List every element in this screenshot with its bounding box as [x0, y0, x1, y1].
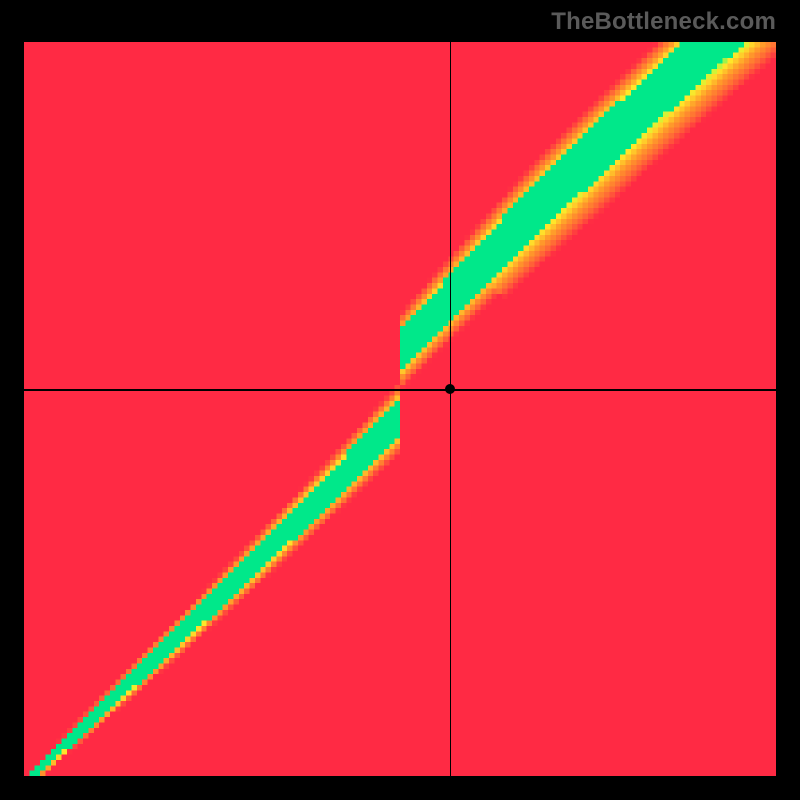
crosshair-horizontal: [24, 389, 776, 391]
heatmap-canvas: [24, 42, 776, 776]
crosshair-vertical: [450, 42, 452, 776]
watermark-text: TheBottleneck.com: [551, 8, 776, 36]
crosshair-marker: [445, 384, 455, 394]
heatmap-plot-area: [24, 42, 776, 776]
bottleneck-heatmap-chart: { "watermark": "TheBottleneck.com", "cha…: [0, 0, 800, 800]
